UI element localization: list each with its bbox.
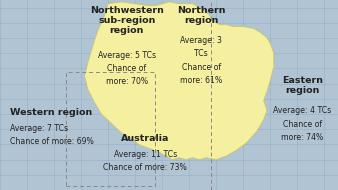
- Text: more: 70%: more: 70%: [106, 77, 148, 86]
- Text: TCs: TCs: [194, 49, 208, 58]
- Text: Chance of more: 69%: Chance of more: 69%: [10, 137, 94, 146]
- Text: more: 74%: more: 74%: [281, 133, 323, 142]
- Text: Average: 11 TCs: Average: 11 TCs: [114, 150, 177, 158]
- Text: Western region: Western region: [10, 108, 92, 117]
- Text: Chance of: Chance of: [182, 63, 221, 71]
- Text: Average: 5 TCs: Average: 5 TCs: [98, 51, 156, 59]
- Text: Northwestern
sub-region
region: Northwestern sub-region region: [90, 6, 164, 35]
- Text: Northern
region: Northern region: [177, 6, 225, 25]
- Text: Average: 3: Average: 3: [180, 36, 222, 45]
- Text: Eastern
region: Eastern region: [282, 76, 323, 95]
- Text: Chance of more: 73%: Chance of more: 73%: [103, 163, 187, 172]
- Polygon shape: [84, 2, 274, 160]
- Bar: [66, 72, 155, 186]
- Text: Average: 4 TCs: Average: 4 TCs: [273, 106, 332, 115]
- Text: Chance of: Chance of: [283, 120, 322, 128]
- Text: Average: 7 TCs: Average: 7 TCs: [10, 124, 68, 133]
- Text: more: 61%: more: 61%: [180, 76, 222, 85]
- Text: Australia: Australia: [121, 134, 170, 143]
- Text: Chance of: Chance of: [107, 64, 146, 73]
